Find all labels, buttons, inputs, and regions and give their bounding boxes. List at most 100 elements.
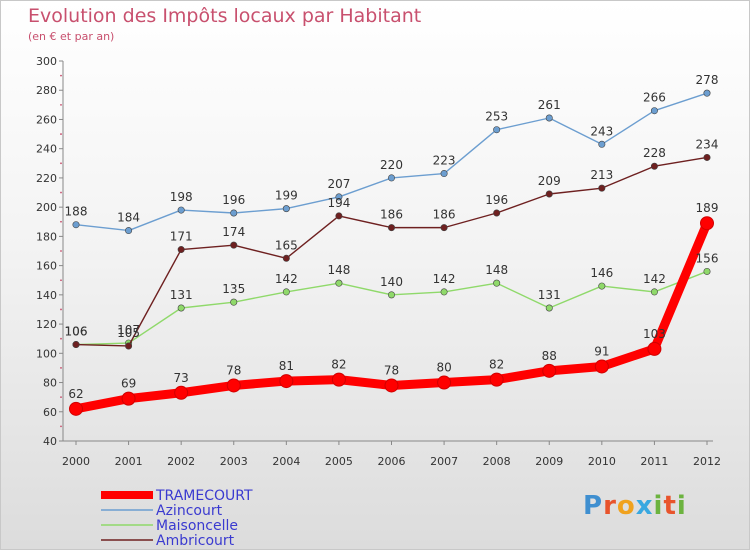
y-minor-tick xyxy=(60,74,62,77)
data-label-ambricourt: 194 xyxy=(327,196,350,210)
x-tick-label: 2012 xyxy=(693,455,721,468)
legend-label-ambricourt: Ambricourt xyxy=(156,533,235,549)
data-point-tramecourt xyxy=(542,363,557,378)
y-minor-tick xyxy=(60,133,62,135)
data-label-ambricourt: 105 xyxy=(117,326,140,340)
data-label-azincourt: 207 xyxy=(327,177,350,191)
series-line-ambricourt xyxy=(75,156,708,347)
data-point-ambricourt xyxy=(650,162,658,170)
data-label-ambricourt: 186 xyxy=(433,208,456,222)
legend-label-tramecourt: TRAMECOURT xyxy=(155,488,253,504)
x-tick-label: 2005 xyxy=(325,455,353,468)
data-point-tramecourt xyxy=(647,341,662,356)
data-label-tramecourt: 80 xyxy=(436,361,451,375)
y-minor-tick xyxy=(60,279,62,282)
data-label-tramecourt: 78 xyxy=(384,363,399,377)
data-point-ambricourt xyxy=(703,153,711,161)
data-point-ambricourt xyxy=(545,190,553,198)
data-label-ambricourt: 196 xyxy=(485,193,508,207)
data-point-ambricourt xyxy=(335,212,343,220)
data-point-ambricourt xyxy=(230,241,238,249)
y-minor-tick xyxy=(60,367,62,369)
x-tick-label: 2004 xyxy=(272,455,300,468)
x-tick-label: 2003 xyxy=(220,455,248,468)
chart-title: Evolution des Impôts locaux par Habitant xyxy=(28,5,422,27)
data-label-azincourt: 278 xyxy=(696,73,719,87)
y-tick-label: 120 xyxy=(36,318,57,331)
y-tick-label: 260 xyxy=(36,113,57,126)
proxiti-logo: Proxiti xyxy=(583,491,687,521)
data-point-maisoncelle xyxy=(440,288,448,296)
y-minor-tick xyxy=(60,103,62,106)
data-label-ambricourt: 186 xyxy=(380,208,403,222)
y-tick-label: 200 xyxy=(36,201,57,214)
data-point-maisoncelle xyxy=(493,279,501,287)
logo-letter: i xyxy=(676,491,687,521)
data-label-tramecourt: 62 xyxy=(68,387,83,401)
y-minor-tick xyxy=(60,425,62,428)
x-tick-label: 2000 xyxy=(62,455,90,468)
data-label-azincourt: 220 xyxy=(380,158,403,172)
logo-letter: i xyxy=(653,491,664,521)
data-label-tramecourt: 88 xyxy=(542,349,557,363)
data-label-maisoncelle: 131 xyxy=(538,288,561,302)
data-point-ambricourt xyxy=(493,209,501,217)
data-label-tramecourt: 81 xyxy=(279,359,294,373)
data-point-ambricourt xyxy=(387,224,395,232)
data-point-maisoncelle xyxy=(177,304,185,312)
logo-letter: x xyxy=(635,491,654,521)
data-point-maisoncelle xyxy=(703,267,711,275)
data-point-maisoncelle xyxy=(387,291,395,299)
data-point-ambricourt xyxy=(282,254,290,262)
data-label-ambricourt: 228 xyxy=(643,146,666,160)
data-label-tramecourt: 91 xyxy=(594,344,609,358)
data-label-maisoncelle: 131 xyxy=(170,288,193,302)
data-point-maisoncelle xyxy=(230,298,238,306)
y-minor-tick xyxy=(60,162,62,165)
data-point-ambricourt xyxy=(125,342,133,350)
data-point-ambricourt xyxy=(177,246,185,254)
data-point-ambricourt xyxy=(72,341,80,349)
y-tick-label: 140 xyxy=(36,289,57,302)
data-point-maisoncelle xyxy=(545,304,553,312)
data-label-maisoncelle: 140 xyxy=(380,275,403,289)
y-minor-tick xyxy=(60,191,62,194)
data-label-tramecourt: 69 xyxy=(121,377,136,391)
y-tick-label: 300 xyxy=(36,55,57,68)
data-point-tramecourt xyxy=(279,374,294,389)
data-label-tramecourt: 82 xyxy=(489,358,504,372)
x-tick-label: 2009 xyxy=(535,455,563,468)
data-label-maisoncelle: 106 xyxy=(65,325,88,339)
y-minor-tick xyxy=(60,396,62,399)
data-label-ambricourt: 213 xyxy=(590,168,613,182)
data-point-azincourt xyxy=(387,174,395,182)
data-point-maisoncelle xyxy=(282,288,290,296)
data-point-ambricourt xyxy=(598,184,606,192)
data-label-azincourt: 184 xyxy=(117,211,140,225)
data-label-azincourt: 261 xyxy=(538,98,561,112)
data-label-tramecourt: 189 xyxy=(696,201,719,215)
data-point-tramecourt xyxy=(121,391,136,406)
data-label-maisoncelle: 142 xyxy=(275,272,298,286)
data-label-maisoncelle: 148 xyxy=(485,263,508,277)
data-point-azincourt xyxy=(650,107,658,115)
data-label-azincourt: 223 xyxy=(433,154,456,168)
x-tick-label: 2002 xyxy=(167,455,195,468)
data-point-azincourt xyxy=(545,114,553,122)
data-label-maisoncelle: 156 xyxy=(696,251,719,265)
data-label-azincourt: 198 xyxy=(170,190,193,204)
x-tick-label: 2001 xyxy=(115,455,143,468)
data-label-maisoncelle: 146 xyxy=(590,266,613,280)
data-point-tramecourt xyxy=(226,378,241,393)
y-tick-label: 160 xyxy=(36,260,57,273)
x-tick-label: 2010 xyxy=(588,455,616,468)
data-point-tramecourt xyxy=(489,372,504,387)
data-label-tramecourt: 82 xyxy=(331,358,346,372)
data-label-maisoncelle: 107 xyxy=(117,323,140,337)
y-tick-label: 60 xyxy=(43,406,57,419)
data-point-azincourt xyxy=(440,170,448,178)
data-point-azincourt xyxy=(493,126,501,134)
data-point-azincourt xyxy=(72,221,80,229)
data-point-tramecourt xyxy=(700,216,714,231)
y-minor-tick xyxy=(60,308,62,311)
